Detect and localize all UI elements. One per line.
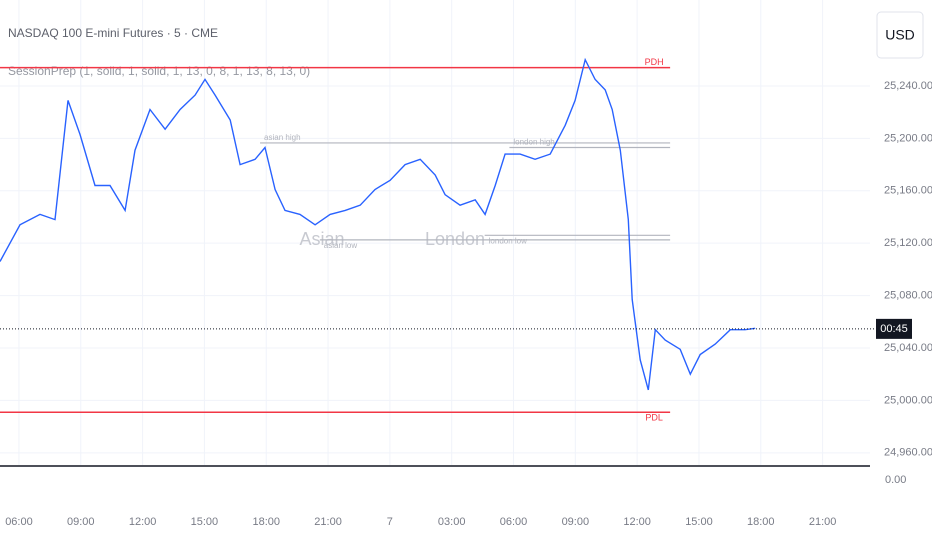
level-label: london high <box>513 138 554 147</box>
y-tick-label: 25,160.00 <box>884 185 932 197</box>
currency-label: USD <box>885 27 915 43</box>
x-tick-label: 21:00 <box>809 516 837 528</box>
y-tick-label: 25,120.00 <box>884 237 932 249</box>
level-label: PDL <box>645 413 663 423</box>
y-tick-label: 24,960.00 <box>884 447 932 459</box>
x-tick-label: 09:00 <box>67 516 95 528</box>
x-tick-label: 09:00 <box>562 516 590 528</box>
y-tick-label: 25,080.00 <box>884 289 932 301</box>
y-tick-label: 25,040.00 <box>884 342 932 354</box>
price-line <box>0 57 756 391</box>
level-label: london low <box>489 236 527 245</box>
level-label: PDH <box>645 57 664 67</box>
x-tick-label: 7 <box>387 516 393 528</box>
session-label: London <box>425 229 485 249</box>
y-tick-label: 25,000.00 <box>884 394 932 406</box>
currency-button[interactable] <box>876 11 924 59</box>
x-tick-label: 15:00 <box>685 516 713 528</box>
level-label: asian high <box>264 133 300 142</box>
y-tick-label: 25,200.00 <box>884 132 932 144</box>
countdown: 00:45 <box>880 323 908 335</box>
x-tick-label: 18:00 <box>252 516 280 528</box>
x-tick-label: 12:00 <box>623 516 651 528</box>
x-tick-label: 06:00 <box>5 516 33 528</box>
x-tick-label: 12:00 <box>129 516 157 528</box>
indicator-label: SessionPrep (1, solid, 1, solid, 1, 13, … <box>8 64 310 78</box>
x-tick-label: 18:00 <box>747 516 775 528</box>
level-label: asian low <box>324 241 358 250</box>
session-label: Asian <box>299 229 344 249</box>
x-tick-label: 06:00 <box>500 516 528 528</box>
lower-pane-label: 0.00 <box>885 474 906 486</box>
x-tick-label: 15:00 <box>191 516 219 528</box>
chart-title: NASDAQ 100 E-mini Futures · 5 · CME <box>8 26 218 40</box>
x-tick-label: 21:00 <box>314 516 342 528</box>
countdown-box <box>876 318 912 339</box>
y-tick-label: 25,240.00 <box>884 80 932 92</box>
x-tick-label: 03:00 <box>438 516 466 528</box>
